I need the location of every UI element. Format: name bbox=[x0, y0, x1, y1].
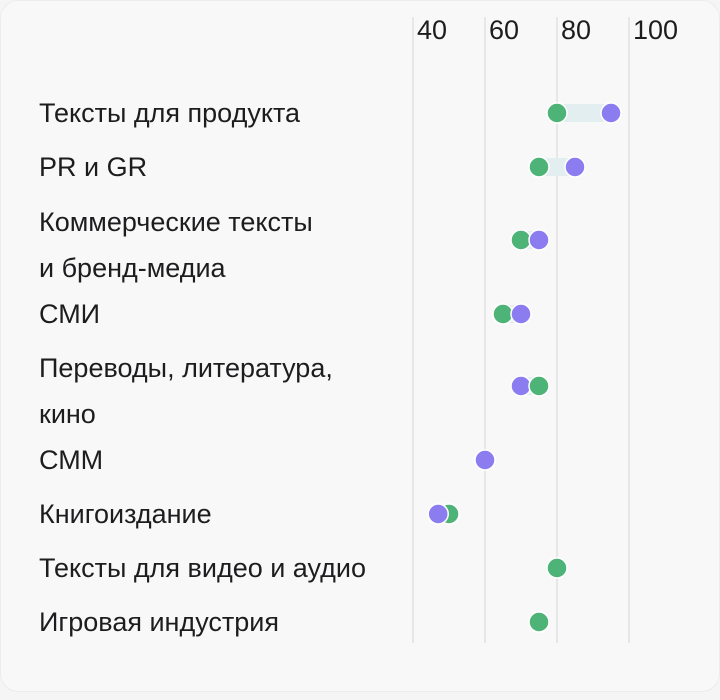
category-label: Книгоиздание bbox=[39, 499, 212, 529]
purple-dot bbox=[564, 156, 586, 178]
green-dot bbox=[546, 102, 568, 124]
purple-dot bbox=[474, 449, 496, 471]
x-tick-label: 100 bbox=[633, 15, 678, 45]
purple-dot bbox=[427, 503, 449, 525]
category-label: Переводы, литература, bbox=[39, 353, 333, 383]
dumbbell-connector bbox=[557, 104, 611, 122]
green-dot bbox=[510, 229, 532, 251]
purple-dot bbox=[600, 102, 622, 124]
green-dot bbox=[546, 557, 568, 579]
category-label: Коммерческие тексты bbox=[39, 207, 313, 237]
x-tick-label: 40 bbox=[417, 15, 447, 45]
x-tick-label: 60 bbox=[489, 15, 519, 45]
category-label: PR и GR bbox=[39, 152, 147, 182]
category-label: и бренд-медиа bbox=[39, 253, 227, 283]
purple-dot bbox=[510, 375, 532, 397]
category-label: СМИ bbox=[39, 299, 100, 329]
purple-dot bbox=[528, 229, 550, 251]
purple-dot bbox=[510, 303, 532, 325]
green-dot bbox=[528, 156, 550, 178]
green-dot bbox=[528, 375, 550, 397]
green-dot bbox=[492, 303, 514, 325]
category-label: Тексты для видео и аудио bbox=[39, 553, 366, 583]
category-label: Тексты для продукта bbox=[39, 98, 301, 128]
category-label: Игровая индустрия bbox=[39, 607, 279, 637]
x-tick-label: 80 bbox=[561, 15, 591, 45]
category-label: кино bbox=[39, 399, 96, 429]
green-dot bbox=[528, 611, 550, 633]
category-label: СММ bbox=[39, 445, 103, 475]
